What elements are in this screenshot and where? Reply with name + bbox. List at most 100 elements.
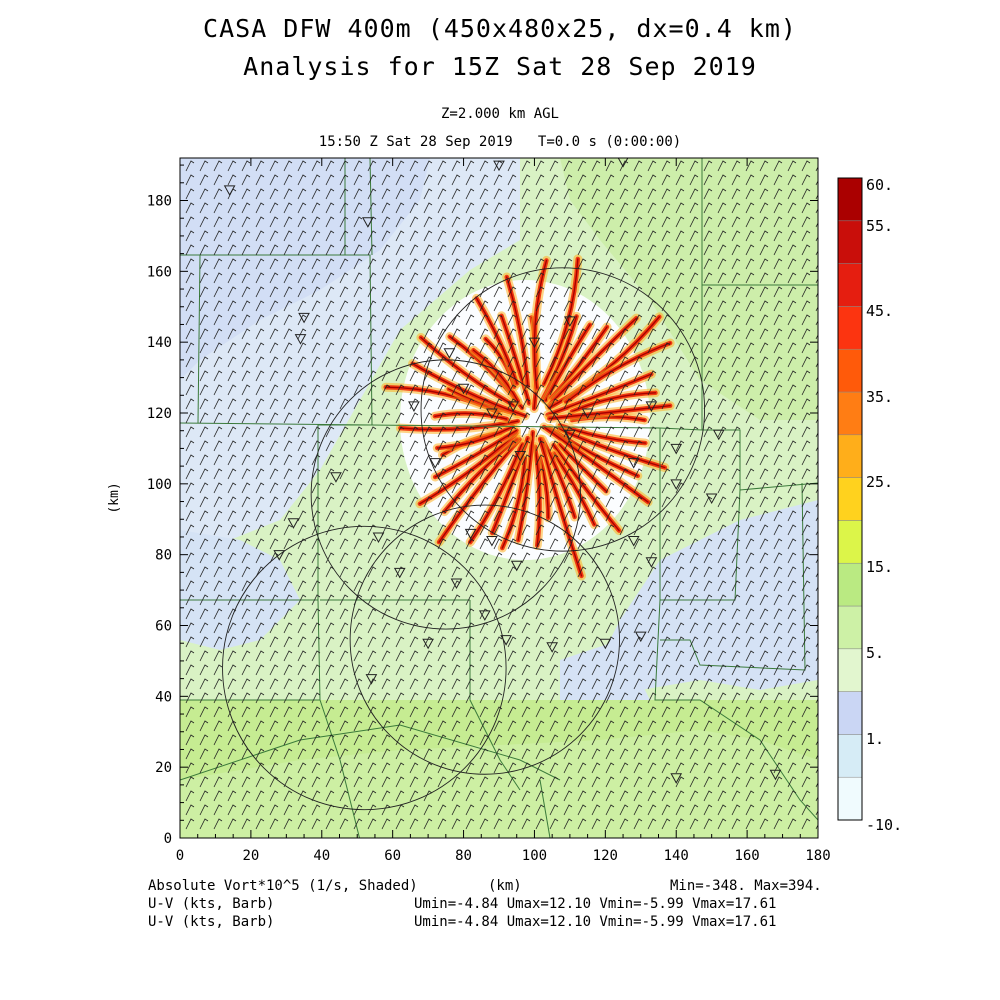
wind-barb bbox=[801, 538, 811, 550]
wind-barb bbox=[787, 174, 797, 186]
wind-barb bbox=[647, 188, 657, 200]
wind-barb bbox=[227, 468, 237, 480]
wind-barb bbox=[563, 328, 573, 340]
wind-barb bbox=[647, 342, 657, 354]
wind-barb bbox=[451, 566, 461, 578]
wind-barb bbox=[801, 622, 811, 634]
wind-barb bbox=[185, 440, 195, 452]
wind-barb bbox=[605, 468, 615, 480]
wind-barb bbox=[647, 174, 657, 186]
colorbar-swatch bbox=[837, 520, 863, 564]
wind-barb bbox=[437, 454, 447, 466]
wind-barb bbox=[451, 454, 461, 466]
wind-barb bbox=[269, 720, 279, 732]
wind-barb bbox=[297, 202, 307, 214]
wind-barb bbox=[381, 230, 391, 242]
wind-barb bbox=[381, 412, 391, 424]
wind-barb bbox=[759, 370, 769, 382]
wind-barb bbox=[745, 468, 755, 480]
wind-barb bbox=[283, 650, 293, 662]
wind-barb bbox=[213, 174, 223, 186]
wind-barb bbox=[619, 776, 629, 788]
wind-barb bbox=[577, 230, 587, 242]
wind-barb bbox=[703, 300, 713, 312]
wind-barb bbox=[717, 230, 727, 242]
wind-barb bbox=[199, 342, 209, 354]
wind-barb bbox=[325, 272, 335, 284]
wind-barb bbox=[339, 454, 349, 466]
wind-barb bbox=[521, 538, 531, 550]
wind-barb bbox=[535, 328, 545, 340]
filament-core bbox=[543, 426, 649, 503]
wind-barb bbox=[437, 664, 447, 676]
wind-barb bbox=[563, 202, 573, 214]
wind-barb bbox=[675, 496, 685, 508]
wind-barb bbox=[395, 552, 405, 564]
wind-barb bbox=[283, 356, 293, 368]
wind-barb bbox=[703, 216, 713, 228]
wind-barb bbox=[423, 804, 433, 816]
wind-barb bbox=[493, 706, 503, 718]
wind-barb bbox=[255, 342, 265, 354]
wind-barb bbox=[773, 804, 783, 816]
wind-barb bbox=[591, 538, 601, 550]
wind-barb bbox=[745, 818, 755, 830]
wind-barb bbox=[227, 706, 237, 718]
wind-barb bbox=[731, 412, 741, 424]
wind-barb bbox=[339, 258, 349, 270]
wind-barb bbox=[647, 594, 657, 606]
wind-barb bbox=[647, 328, 657, 340]
wind-barb bbox=[213, 342, 223, 354]
wind-barb bbox=[311, 272, 321, 284]
wind-barb bbox=[591, 468, 601, 480]
wind-barb bbox=[619, 272, 629, 284]
wind-barb bbox=[423, 706, 433, 718]
wind-barb bbox=[633, 300, 643, 312]
wind-barb bbox=[185, 510, 195, 522]
wind-barb bbox=[703, 566, 713, 578]
range-ring bbox=[310, 359, 581, 630]
wind-barb bbox=[661, 272, 671, 284]
wind-barb bbox=[325, 818, 335, 830]
wind-barb bbox=[353, 328, 363, 340]
wind-barb bbox=[731, 230, 741, 242]
wind-barb bbox=[647, 370, 657, 382]
wind-barb bbox=[563, 790, 573, 802]
wind-barb bbox=[255, 454, 265, 466]
wind-barb bbox=[591, 216, 601, 228]
wind-barb bbox=[213, 762, 223, 774]
wind-barb bbox=[647, 720, 657, 732]
wind-barb bbox=[241, 202, 251, 214]
wind-barb bbox=[759, 678, 769, 690]
wind-barb bbox=[745, 398, 755, 410]
wind-barb bbox=[507, 650, 517, 662]
wind-barb bbox=[717, 720, 727, 732]
wind-barb bbox=[731, 510, 741, 522]
wind-barb bbox=[227, 524, 237, 536]
wind-barb bbox=[311, 412, 321, 424]
wind-barb bbox=[213, 524, 223, 536]
wind-barb bbox=[703, 650, 713, 662]
wind-barb bbox=[759, 202, 769, 214]
wind-barb bbox=[577, 272, 587, 284]
wind-barb bbox=[437, 272, 447, 284]
wind-barb bbox=[339, 678, 349, 690]
wind-barb bbox=[297, 314, 307, 326]
wind-barb bbox=[283, 818, 293, 830]
wind-barb bbox=[311, 566, 321, 578]
wind-barb bbox=[409, 510, 419, 522]
wind-barb bbox=[661, 188, 671, 200]
wind-barb bbox=[717, 664, 727, 676]
wind-barb bbox=[535, 412, 545, 424]
colorbar-swatch bbox=[837, 734, 863, 778]
wind-barb bbox=[325, 160, 335, 172]
wind-barb bbox=[507, 314, 517, 326]
wind-barb bbox=[549, 482, 559, 494]
filament-core bbox=[545, 324, 591, 402]
wind-barb bbox=[591, 342, 601, 354]
wind-barb bbox=[703, 412, 713, 424]
wind-barb bbox=[521, 552, 531, 564]
wind-barb bbox=[269, 636, 279, 648]
wind-barb bbox=[619, 650, 629, 662]
wind-barb bbox=[591, 370, 601, 382]
